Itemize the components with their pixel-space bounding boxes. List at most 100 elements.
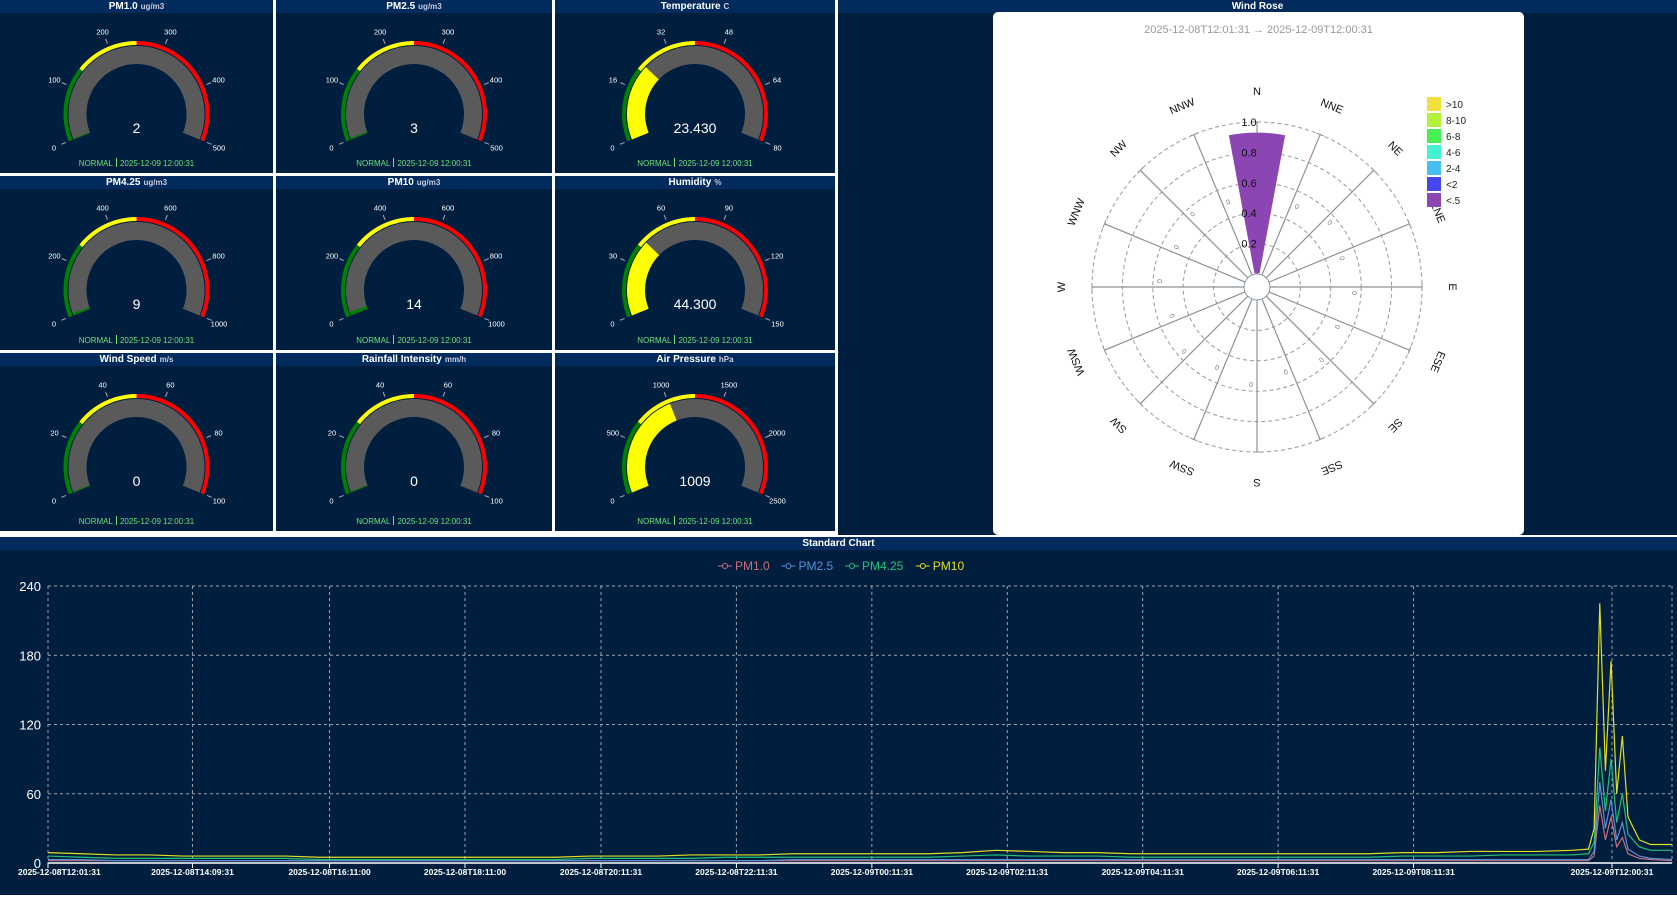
gauge-status-line: NORMAL 2025-12-09 12:00:31 bbox=[0, 335, 273, 345]
status-separator bbox=[115, 335, 117, 344]
radial-tick-label: 0.2 bbox=[1241, 239, 1256, 251]
legend-item-pm10[interactable]: PM10 bbox=[915, 559, 965, 573]
gauge-band-low bbox=[622, 244, 641, 318]
direction-spoke bbox=[1268, 223, 1410, 283]
gauge-value-fill bbox=[349, 306, 368, 316]
radial-tick-label: 1.0 bbox=[1241, 117, 1256, 129]
gauge-status-line: NORMAL 2025-12-09 12:00:31 bbox=[276, 335, 552, 345]
radial-tick-label: 0.8 bbox=[1241, 147, 1256, 159]
legend-label[interactable]: >10 bbox=[1446, 100, 1463, 111]
x-tick-label: 2025-12-09T12:00:31 bbox=[1571, 867, 1654, 877]
gauge-title-text: PM4.25 bbox=[105, 177, 141, 188]
x-tick-label: 2025-12-09T04:11:31 bbox=[1102, 867, 1185, 877]
legend-swatch bbox=[1427, 113, 1441, 127]
gauge-title-text: PM2.5 bbox=[386, 1, 416, 12]
series-line-pm425[interactable] bbox=[47, 747, 1672, 861]
gauge-tick-label: 500 bbox=[490, 143, 503, 152]
gauge-tick-label: 60 bbox=[657, 204, 665, 213]
spoke-count-label: 0 bbox=[1282, 367, 1288, 375]
gauge-tick-label: 400 bbox=[490, 76, 503, 85]
gauge-tick bbox=[663, 391, 667, 397]
gauge-timestamp: 2025-12-09 12:00:31 bbox=[397, 159, 472, 168]
rose-bar-n[interactable] bbox=[1228, 132, 1286, 274]
gauge-value-fill bbox=[72, 307, 91, 316]
gauge-dial: 0 100 200 300 400 500 3 bbox=[326, 28, 503, 153]
gauge-band-mid bbox=[356, 41, 414, 72]
legend-item-pm425[interactable]: PM4.25 bbox=[845, 559, 904, 573]
spoke-count-label: 0 bbox=[1214, 363, 1220, 371]
gauge-status-line: NORMAL 2025-12-09 12:00:31 bbox=[555, 516, 835, 526]
legend-item-pm25[interactable]: PM2.5 bbox=[781, 559, 834, 573]
legend-item-pm10[interactable]: PM1.0 bbox=[718, 559, 770, 573]
gauge-tick-label: 2500 bbox=[769, 496, 786, 505]
spoke-count-label: 0 bbox=[1225, 199, 1231, 207]
gauge-unit: ug/m3 bbox=[416, 178, 441, 187]
gauge-dial: 0 20 40 60 80 100 0 bbox=[50, 381, 225, 506]
legend-label[interactable]: 6-8 bbox=[1446, 132, 1461, 143]
gauge-band-mid bbox=[79, 41, 137, 72]
gauge-unit: mm/h bbox=[444, 355, 467, 364]
gauge-track bbox=[346, 46, 482, 140]
gauge-timestamp: 2025-12-09 12:00:31 bbox=[119, 159, 195, 168]
gauge-tick bbox=[442, 391, 446, 397]
legend-label[interactable]: <.5 bbox=[1446, 196, 1461, 207]
spoke-count-label: 0 bbox=[1350, 291, 1357, 295]
gauge-tick-label: 20 bbox=[328, 429, 336, 438]
direction-spoke bbox=[1193, 134, 1253, 276]
x-tick-label: 2025-12-08T14:09:31 bbox=[151, 867, 234, 877]
gauge-tick bbox=[382, 38, 386, 44]
direction-label-ne: NE bbox=[1385, 139, 1404, 158]
gauge-band-low bbox=[341, 68, 360, 142]
wind-rose-date-range: 2025-12-08T12:01:31 → 2025-12-09T12:00:3… bbox=[1144, 24, 1373, 36]
spoke-cap bbox=[1316, 132, 1325, 137]
gauge-tick bbox=[663, 214, 667, 220]
direction-spoke bbox=[1104, 223, 1246, 283]
gauge-tick-label: 2000 bbox=[769, 429, 786, 438]
gauge-tick bbox=[338, 142, 344, 145]
gauge-tick-label: 800 bbox=[490, 252, 503, 261]
status-separator bbox=[674, 158, 676, 167]
gauge-tick bbox=[483, 258, 489, 262]
legend-label[interactable]: <2 bbox=[1446, 180, 1458, 191]
gauge-status-line: NORMAL 2025-12-09 12:00:31 bbox=[555, 335, 835, 345]
gauge-tick bbox=[339, 82, 345, 86]
gauge-track bbox=[627, 222, 763, 316]
gauge-status: NORMAL bbox=[356, 517, 391, 526]
gauge-tick bbox=[484, 318, 490, 321]
legend-label[interactable]: 4-6 bbox=[1446, 148, 1461, 159]
gauge-status: NORMAL bbox=[637, 159, 672, 168]
gauge-value: 0 bbox=[133, 473, 141, 489]
gauge-title: PM10 ug/m3 bbox=[276, 176, 552, 189]
gauge-temperature: Temperature C 0 16 32 48 64 80 23.430 NORMAL 2025-… bbox=[555, 0, 835, 173]
series-line-pm10[interactable] bbox=[47, 603, 1672, 858]
gauge-tick bbox=[765, 495, 771, 498]
gauge-tick-label: 600 bbox=[442, 204, 455, 213]
gauge-status: NORMAL bbox=[78, 517, 113, 526]
legend-label[interactable]: 8-10 bbox=[1446, 116, 1466, 127]
gauge-title: PM4.25 ug/m3 bbox=[0, 176, 273, 189]
gauge-tick-label: 1000 bbox=[488, 319, 505, 328]
direction-spoke bbox=[1265, 169, 1375, 279]
gauge-title-text: PM1.0 bbox=[108, 1, 138, 12]
gauge-band-low bbox=[622, 421, 641, 495]
wind-rose-panel: Wind Rose 2025-12-08T12:01:31 → 2025-12-… bbox=[838, 0, 1677, 535]
direction-label-sse: SSE bbox=[1319, 457, 1344, 477]
spoke-cap bbox=[1316, 437, 1325, 442]
spoke-count-label: 0 bbox=[1333, 323, 1341, 329]
direction-spoke bbox=[1193, 298, 1253, 440]
gauge-tick bbox=[765, 142, 771, 145]
gauge-track bbox=[68, 399, 205, 493]
legend-label[interactable]: 2-4 bbox=[1446, 164, 1461, 175]
legend-label: PM1.0 bbox=[735, 559, 770, 573]
spoke-cap bbox=[1407, 219, 1412, 228]
legend-swatch bbox=[1427, 177, 1441, 191]
gauge-timestamp: 2025-12-09 12:00:31 bbox=[678, 517, 753, 526]
gauge-tick bbox=[206, 82, 212, 86]
series-line-pm25[interactable] bbox=[48, 782, 1673, 862]
gauge-value-fill bbox=[73, 485, 91, 493]
status-separator bbox=[393, 158, 395, 167]
gauge-tick-label: 0 bbox=[329, 143, 333, 152]
gauge-tick-label: 40 bbox=[376, 381, 384, 390]
gauge-band-high bbox=[695, 394, 768, 495]
gauge-status: NORMAL bbox=[356, 336, 391, 345]
